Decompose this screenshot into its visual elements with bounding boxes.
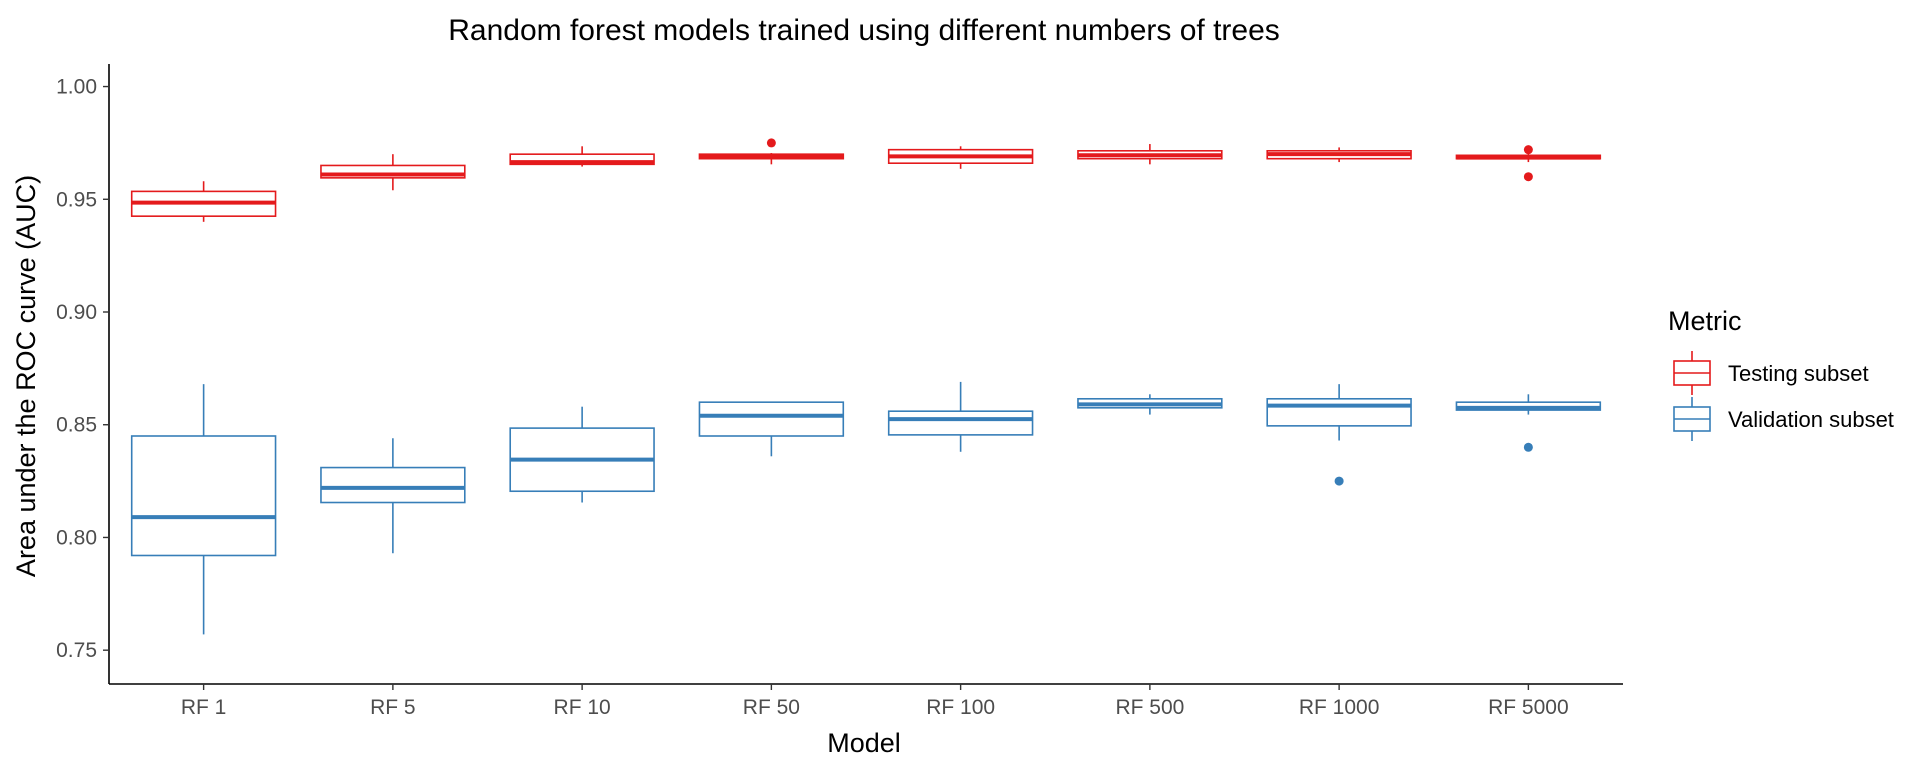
box-iqr [698, 401, 845, 437]
x-axis-title: Model [827, 728, 901, 758]
plot-area [130, 138, 1602, 635]
outlier-point [1523, 172, 1533, 182]
box-testing-7 [1455, 145, 1602, 182]
box-testing-2 [509, 146, 655, 167]
x-tick-label: RF 5 [370, 696, 416, 719]
axes: 0.75 0.80 0.85 0.90 0.95 1.00 RF 1 RF 5 RF 10 RF … [56, 64, 1623, 719]
legend-label: Validation subset [1728, 407, 1894, 432]
legend-item-validation: Validation subset [1673, 397, 1894, 441]
y-tick-label: 1.00 [56, 76, 97, 99]
x-tick-label: RF 5000 [1488, 696, 1569, 719]
x-tick-label: RF 50 [743, 696, 800, 719]
box-validation-7 [1455, 394, 1602, 452]
outlier-point [1523, 145, 1533, 155]
y-tick-label: 0.80 [56, 526, 97, 549]
x-tick-label: RF 1 [181, 696, 227, 719]
legend-item-testing: Testing subset [1673, 351, 1869, 395]
box-validation-0 [130, 384, 277, 635]
box-validation-1 [320, 438, 466, 554]
box-validation-6 [1266, 384, 1412, 486]
outlier-point [1334, 476, 1344, 486]
box-iqr [509, 153, 655, 166]
box-iqr [320, 466, 466, 504]
y-tick-label: 0.85 [56, 414, 97, 437]
legend-title: Metric [1668, 306, 1742, 336]
outlier-point [766, 138, 776, 148]
box-testing-3 [698, 138, 845, 165]
y-tick-label: 0.95 [56, 188, 97, 211]
x-tick-label: RF 500 [1115, 696, 1184, 719]
x-tick-label: RF 100 [926, 696, 995, 719]
box-validation-5 [1077, 394, 1223, 415]
box-testing-5 [1077, 144, 1223, 165]
y-tick-label: 0.75 [56, 639, 97, 662]
outlier-point [1523, 442, 1533, 452]
box-iqr [320, 164, 466, 179]
box-testing-0 [130, 181, 277, 222]
box-testing-6 [1266, 147, 1412, 163]
box-validation-4 [887, 381, 1034, 452]
box-validation-3 [698, 401, 845, 457]
y-axis-title: Area under the ROC curve (AUC) [11, 175, 41, 577]
box-testing-1 [320, 154, 466, 191]
box-iqr [130, 435, 277, 557]
box-testing-4 [887, 146, 1034, 169]
box-iqr [887, 410, 1034, 436]
y-tick-label: 0.90 [56, 301, 97, 324]
chart-title: Random forest models trained using diffe… [448, 14, 1280, 47]
legend-label: Testing subset [1728, 361, 1869, 386]
legend: Metric Testing subset Validation subset [1668, 306, 1894, 441]
x-tick-label: RF 1000 [1299, 696, 1380, 719]
box-iqr [1266, 397, 1412, 427]
box-validation-2 [509, 406, 655, 503]
x-tick-label: RF 10 [554, 696, 611, 719]
